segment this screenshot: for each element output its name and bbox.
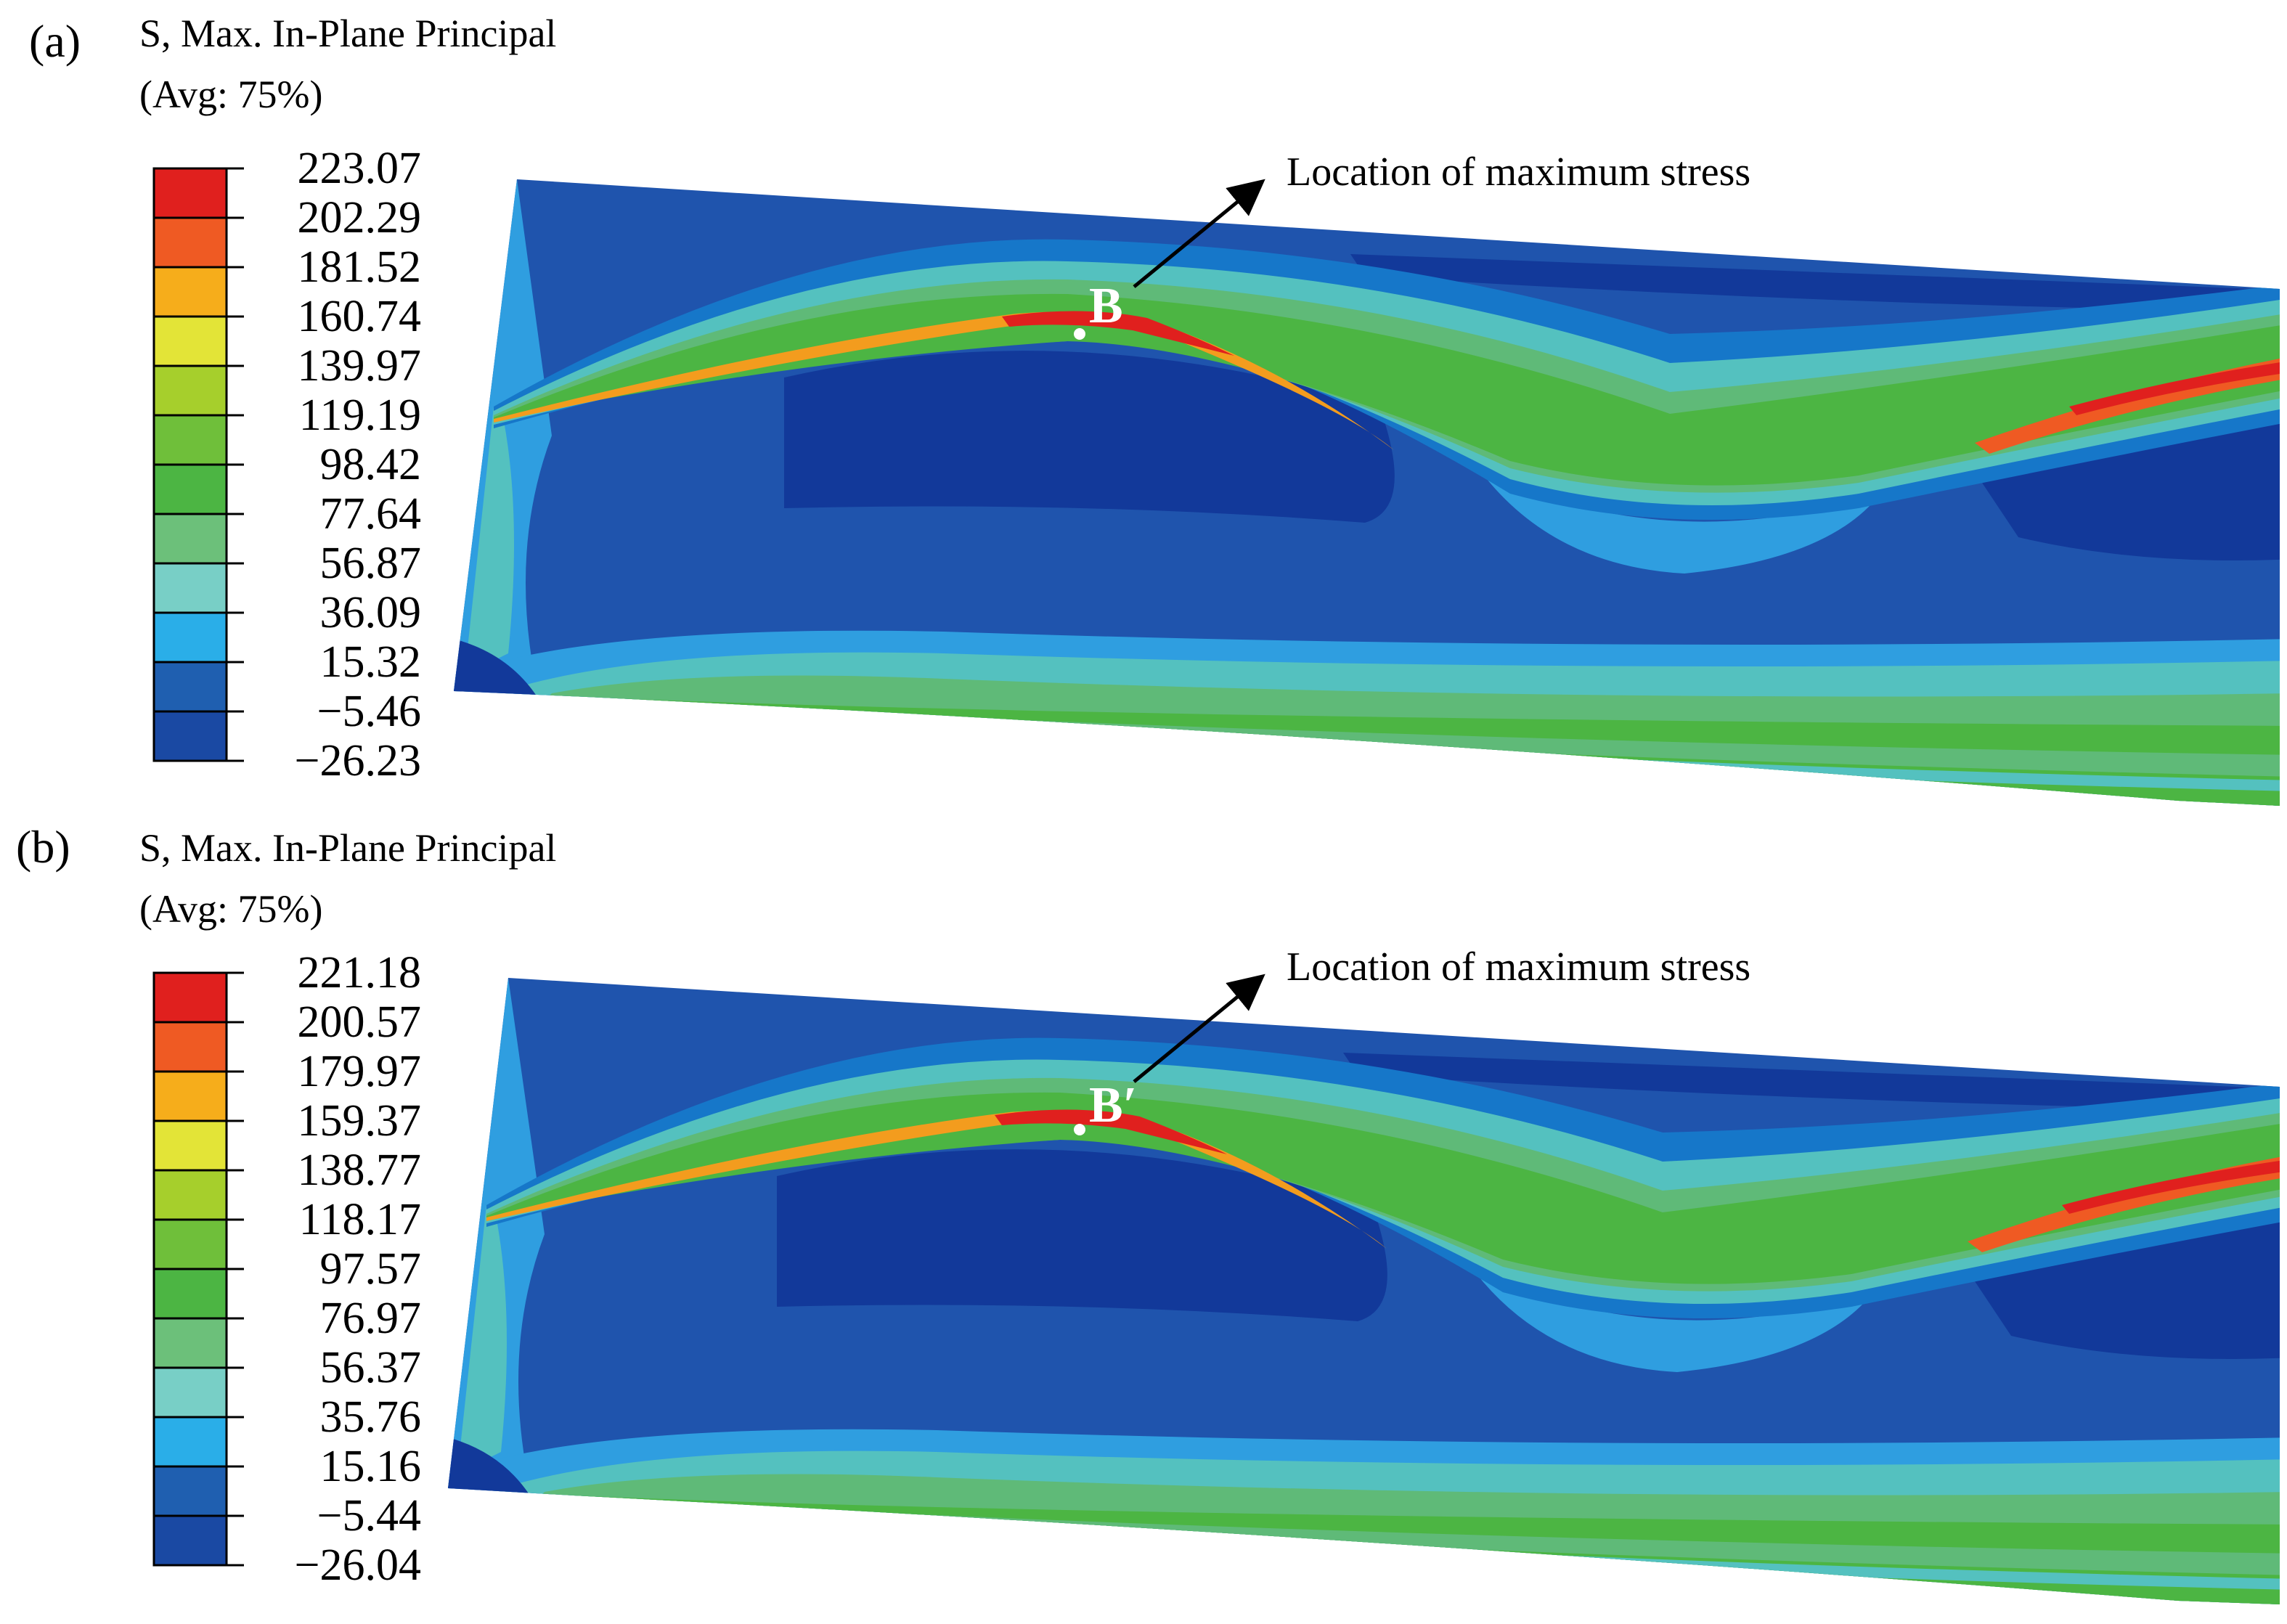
legend-swatch xyxy=(152,1268,228,1320)
legend-swatch xyxy=(152,1416,228,1468)
contour-region xyxy=(1343,1053,2280,1111)
contour-band xyxy=(457,1205,507,1474)
legend-swatch xyxy=(152,167,228,219)
legend-swatch xyxy=(152,1366,228,1419)
legend-swatch xyxy=(152,1218,228,1270)
legend-value: −5.44 xyxy=(317,1491,421,1541)
contour-band xyxy=(646,1501,2280,1575)
panel-label: (a) xyxy=(29,15,81,67)
legend-value: 97.57 xyxy=(320,1244,422,1294)
max-stress-point xyxy=(1074,328,1085,340)
point-label: B′ xyxy=(1089,1077,1137,1133)
legend-swatch xyxy=(152,513,228,565)
legend-swatch xyxy=(152,661,228,713)
contour-region xyxy=(454,639,537,697)
panel-b: (b) S, Max. In-Plane Principal (Avg: 75%… xyxy=(16,821,2280,1604)
stress-rim xyxy=(486,1110,1387,1249)
legend-swatch xyxy=(152,611,228,664)
legend-value: 181.52 xyxy=(298,242,422,292)
legend-value: 56.87 xyxy=(320,539,422,588)
contour-band xyxy=(653,703,2280,777)
legend-swatch xyxy=(152,315,228,367)
max-stress-point xyxy=(1074,1124,1085,1135)
legend-subtitle: (Avg: 75%) xyxy=(139,73,322,116)
legend-value: 118.17 xyxy=(299,1195,421,1244)
legend-value: 138.77 xyxy=(298,1146,422,1195)
legend-value: 159.37 xyxy=(298,1096,422,1146)
legend-value: 76.97 xyxy=(320,1294,422,1343)
legend-value: 160.74 xyxy=(298,292,422,341)
contour-band xyxy=(1481,472,1880,574)
color-legend: 221.18200.57179.97159.37138.77118.1797.5… xyxy=(152,948,422,1590)
legend-value: −5.46 xyxy=(317,687,421,736)
legend-value: 200.57 xyxy=(298,997,422,1047)
annotation-arrow xyxy=(1133,974,1265,1083)
contour-band xyxy=(726,708,2280,791)
panel-label: (b) xyxy=(16,821,70,873)
legend-swatch xyxy=(152,1070,228,1122)
stress-hotspot xyxy=(995,1109,1227,1154)
legend-swatch xyxy=(152,364,228,417)
color-legend: 223.07202.29181.52160.74139.97119.1998.4… xyxy=(152,144,422,786)
legend-value: −26.04 xyxy=(295,1541,421,1590)
annotation-arrow xyxy=(1133,179,1265,288)
legend-swatch xyxy=(152,562,228,614)
legend-title: S, Max. In-Plane Principal xyxy=(139,826,556,870)
stress-rim xyxy=(494,311,1394,450)
contour-band xyxy=(719,1506,2280,1590)
legend-value: 15.32 xyxy=(320,637,422,687)
contour-pocket xyxy=(784,351,1395,523)
legend-swatch xyxy=(152,1465,228,1517)
legend-swatch xyxy=(152,1169,228,1221)
legend-value: 223.07 xyxy=(298,144,422,193)
legend-swatch xyxy=(152,710,228,762)
legend-swatch xyxy=(152,1021,228,1073)
stress-contour-plot xyxy=(454,179,2280,806)
stress-hotspot xyxy=(2062,1159,2280,1214)
legend-swatch xyxy=(152,414,228,466)
legend-swatch xyxy=(152,971,228,1024)
legend-value: 221.18 xyxy=(298,948,422,997)
contour-region xyxy=(448,1437,530,1496)
contour-band xyxy=(1474,1270,1873,1372)
legend-value: 202.29 xyxy=(298,193,422,242)
point-label: B xyxy=(1089,278,1123,334)
contour-band xyxy=(494,293,2280,486)
legend-value: 35.76 xyxy=(320,1392,422,1442)
contour-band xyxy=(465,407,514,675)
legend-title: S, Max. In-Plane Principal xyxy=(139,12,556,55)
legend-swatch xyxy=(152,463,228,515)
stress-hotspot xyxy=(2069,360,2280,415)
contour-pocket xyxy=(777,1149,1387,1321)
legend-value: 36.09 xyxy=(320,588,422,637)
panel-a: (a) S, Max. In-Plane Principal (Avg: 75%… xyxy=(29,12,2280,806)
legend-value: 77.64 xyxy=(320,489,422,539)
stress-contour-plot xyxy=(448,978,2280,1604)
stress-hotspot xyxy=(1002,311,1234,356)
legend-value: −26.23 xyxy=(295,736,421,786)
legend-value: 139.97 xyxy=(298,341,422,391)
legend-value: 15.16 xyxy=(320,1442,422,1491)
legend-value: 119.19 xyxy=(299,391,421,440)
legend-value: 179.97 xyxy=(298,1047,422,1096)
legend-swatch xyxy=(152,1119,228,1172)
legend-swatch xyxy=(152,266,228,318)
legend-swatch xyxy=(152,216,228,269)
legend-subtitle: (Avg: 75%) xyxy=(139,887,322,931)
contour-region xyxy=(1350,254,2280,312)
legend-swatch xyxy=(152,1514,228,1567)
legend-swatch xyxy=(152,1317,228,1369)
contour-band xyxy=(486,1092,2280,1284)
legend-value: 56.37 xyxy=(320,1343,422,1392)
annotation-text: Location of maximum stress xyxy=(1287,944,1750,990)
annotation-text: Location of maximum stress xyxy=(1287,150,1750,195)
legend-value: 98.42 xyxy=(320,440,422,489)
